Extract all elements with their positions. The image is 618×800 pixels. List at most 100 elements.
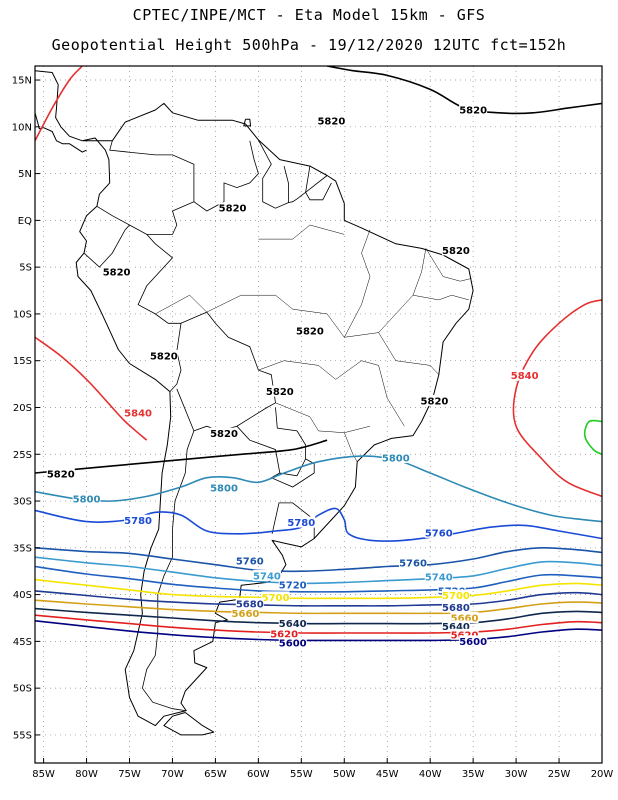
state-boundary — [275, 402, 371, 433]
contour-label: 5780 — [124, 516, 152, 527]
contour-5820 — [35, 439, 328, 474]
contour-label-bg — [399, 556, 427, 568]
contour-5780 — [35, 507, 602, 542]
lat-tick-label: 40S — [13, 590, 32, 601]
state-boundary — [258, 360, 405, 427]
contour-label: 5840 — [124, 409, 152, 420]
contour-5800 — [35, 455, 602, 523]
contour-layer — [35, 66, 602, 642]
lat-tick-label: 5S — [19, 263, 32, 274]
lat-tick-label: EQ — [18, 216, 32, 227]
contour-label-bg — [278, 579, 307, 591]
contour-label: 5820 — [296, 326, 324, 337]
lon-tick-label: 85W — [32, 769, 55, 780]
contour-label-bg — [381, 452, 410, 464]
contour-label: 5700 — [442, 591, 470, 602]
contour-label: 5840 — [511, 371, 539, 382]
contour-label: 5760 — [399, 558, 427, 569]
lat-tick-label: 10S — [13, 309, 32, 320]
country-border — [305, 175, 332, 201]
state-boundary — [344, 229, 371, 338]
lon-tick-label: 20W — [591, 769, 614, 780]
coastline — [35, 70, 83, 142]
contour-label-bg — [72, 493, 101, 505]
map-title: CPTEC/INPE/MCT - Eta Model 15km - GFS — [132, 6, 486, 24]
map-subtitle: Geopotential Height 500hPa - 19/12/2020 … — [51, 36, 567, 54]
contour-label: 5700 — [262, 593, 290, 604]
contour-5740 — [35, 556, 602, 585]
contour-5760 — [35, 546, 602, 573]
contour-label: 5740 — [425, 572, 453, 583]
lat-tick-label: 25S — [13, 450, 32, 461]
lon-tick-label: 60W — [247, 769, 270, 780]
country-border — [258, 139, 289, 209]
contour-label-bg — [149, 350, 178, 362]
contour-label: 5680 — [442, 603, 470, 614]
contour-label-bg — [265, 385, 294, 397]
coastline — [243, 118, 252, 127]
coastline — [35, 112, 87, 153]
contour-label: 5820 — [459, 105, 487, 116]
contour-label-bg — [231, 607, 260, 619]
contour-label-bg — [441, 244, 470, 256]
contour-label: 5800 — [73, 495, 101, 506]
contour-label-bg — [102, 265, 131, 277]
contour-label-bg — [278, 637, 307, 649]
contour-label: 5820 — [442, 246, 470, 257]
contour-label-bg — [252, 569, 281, 581]
contour-label: 5780 — [287, 518, 315, 529]
contour-label: 5660 — [232, 609, 260, 620]
lon-tick-label: 50W — [333, 769, 356, 780]
contour-label-layer: 5820 5820 5820 5820 5820 5820 5820 5820 5820 5820… — [46, 103, 539, 650]
lat-tick-label: 5N — [18, 169, 32, 180]
contour-label: 5820 — [150, 352, 178, 363]
country-border — [288, 166, 311, 203]
map-frame — [34, 65, 603, 764]
state-boundary — [155, 294, 207, 315]
contour-label: 5820 — [266, 387, 294, 398]
contour-label: 5600 — [459, 637, 487, 648]
contour-label: 5680 — [236, 599, 264, 610]
contour-label: 5640 — [279, 619, 307, 630]
contour-label-bg — [441, 620, 470, 632]
lat-tick-label: 15N — [12, 76, 32, 87]
contour-label-bg — [424, 526, 453, 538]
state-boundary — [425, 248, 472, 282]
contour-label: 5760 — [236, 556, 264, 567]
lon-tick-label: 55W — [290, 769, 313, 780]
country-border — [271, 502, 315, 539]
lon-tick-label: 35W — [462, 769, 485, 780]
contour-label-bg — [317, 115, 346, 127]
contour-label: 5820 — [47, 469, 75, 480]
contour-label: 5800 — [210, 483, 238, 494]
contour-label-bg — [210, 481, 238, 493]
contour-label-bg — [124, 514, 153, 526]
contour-label-bg — [450, 628, 479, 640]
country-border — [137, 234, 182, 392]
lon-tick-label: 75W — [118, 769, 141, 780]
contour-label-bg — [261, 591, 290, 603]
lat-tick-label: 35S — [13, 543, 32, 554]
contour-label-bg — [46, 467, 75, 479]
lon-tick-label: 80W — [75, 769, 98, 780]
lon-tick-label: 70W — [161, 769, 184, 780]
state-boundary — [378, 332, 439, 375]
country-border — [193, 140, 259, 212]
lat-tick-label: 10N — [12, 122, 32, 133]
contour-label: 5820 — [103, 267, 131, 278]
country-border — [141, 430, 195, 711]
contour-label-bg — [278, 617, 307, 629]
contour-label: 5820 — [421, 396, 449, 407]
coastline — [163, 712, 215, 736]
contour-5840 — [512, 299, 602, 498]
contour-5600 — [35, 620, 602, 642]
coastline — [75, 102, 474, 727]
contour-label-bg — [218, 202, 247, 214]
contour-5620 — [35, 614, 602, 634]
contour-5720 — [35, 565, 602, 593]
contour-5840 — [35, 336, 148, 441]
contour-label: 5800 — [382, 454, 410, 465]
contour-label-bg — [424, 570, 453, 582]
lat-tick-label: 20S — [13, 403, 32, 414]
contour-label-bg — [420, 394, 449, 406]
